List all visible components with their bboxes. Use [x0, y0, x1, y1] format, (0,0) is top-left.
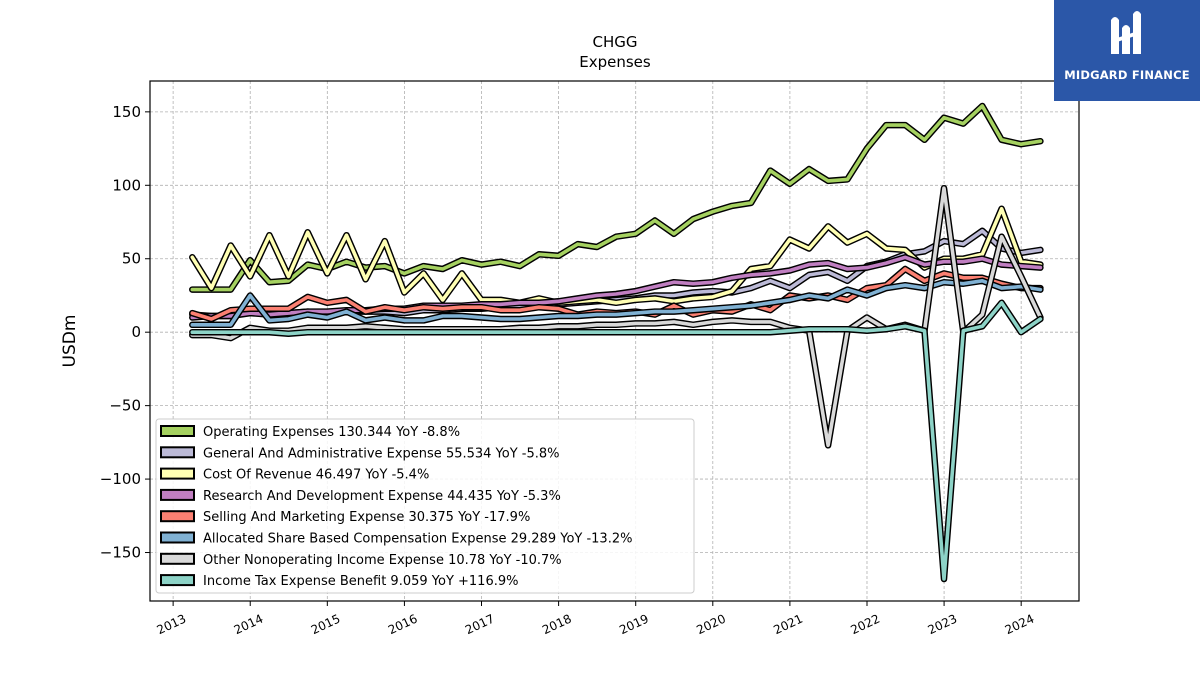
legend-entry-label: Other Nonoperating Income Expense 10.78 …	[203, 553, 562, 568]
x-tick-label: 2016	[386, 612, 420, 638]
legend-entry-label: Research And Development Expense 44.435 …	[203, 489, 561, 504]
legend-entry-label: Allocated Share Based Compensation Expen…	[203, 532, 632, 547]
legend-swatch	[160, 574, 195, 587]
x-tick-label: 2023	[926, 612, 960, 638]
x-tick-label: 2019	[617, 612, 651, 638]
legend-entry-label: Income Tax Expense Benefit 9.059 YoY +11…	[203, 574, 518, 589]
y-tick-label: 150	[112, 103, 141, 121]
y-tick-label: −150	[100, 544, 141, 562]
y-axis: 150 100 50 0 −50 −100 −150	[100, 103, 150, 562]
series-line	[190, 207, 1043, 305]
legend-swatch	[160, 488, 195, 501]
x-tick-label: 2014	[232, 612, 266, 638]
y-tick-label: 100	[112, 176, 141, 194]
x-axis: 2013 2014 2015 2016 2017 2018 2019 2020 2021 2022…	[155, 601, 1037, 638]
series-line	[190, 255, 1043, 320]
legend-entry-label: Operating Expenses 130.344 YoY -8.8%	[203, 425, 460, 440]
legend-entry-label: General And Administrative Expense 55.53…	[203, 446, 560, 461]
legend-entry-label: Selling And Marketing Expense 30.375 YoY…	[203, 510, 530, 525]
series-line	[190, 278, 1043, 327]
plot-area-frame	[149, 80, 1080, 602]
y-tick-label: 50	[122, 250, 141, 268]
x-tick-label: 2021	[771, 612, 805, 638]
x-tick-label: 2018	[540, 612, 574, 638]
grid-lines	[150, 81, 1079, 601]
legend-swatch	[160, 446, 195, 459]
legend-swatch	[160, 425, 195, 437]
y-axis-label: USDm	[60, 315, 80, 368]
midgard-finance-logo: MIDGARD FINANCE	[1054, 0, 1200, 101]
x-tick-label: 2017	[463, 612, 497, 638]
chart-title: CHGG	[593, 33, 638, 51]
x-tick-label: 2024	[1003, 612, 1037, 638]
series-layer	[189, 102, 1044, 583]
x-tick-label: 2015	[309, 612, 343, 638]
y-tick-label: −100	[100, 470, 141, 488]
legend-swatch	[160, 531, 195, 544]
legend-swatch	[160, 510, 195, 523]
legend: Operating Expenses 130.344 YoY -8.8% Gene…	[155, 418, 695, 594]
legend-entry-label: Cost Of Revenue 46.497 YoY -5.4%	[203, 468, 429, 483]
y-tick-label: −50	[109, 397, 141, 415]
midgard-logo-mark-icon	[1054, 6, 1200, 70]
series-line	[190, 300, 1043, 581]
x-tick-label: 2020	[694, 612, 728, 638]
x-tick-label: 2013	[155, 612, 189, 638]
x-tick-label: 2022	[848, 612, 882, 638]
chart-subtitle: Expenses	[579, 53, 651, 71]
legend-swatch	[160, 467, 195, 480]
y-tick-label: 0	[131, 323, 141, 341]
legend-box	[155, 418, 695, 594]
brand-name: MIDGARD FINANCE	[1064, 68, 1190, 82]
legend-swatch	[160, 552, 195, 565]
